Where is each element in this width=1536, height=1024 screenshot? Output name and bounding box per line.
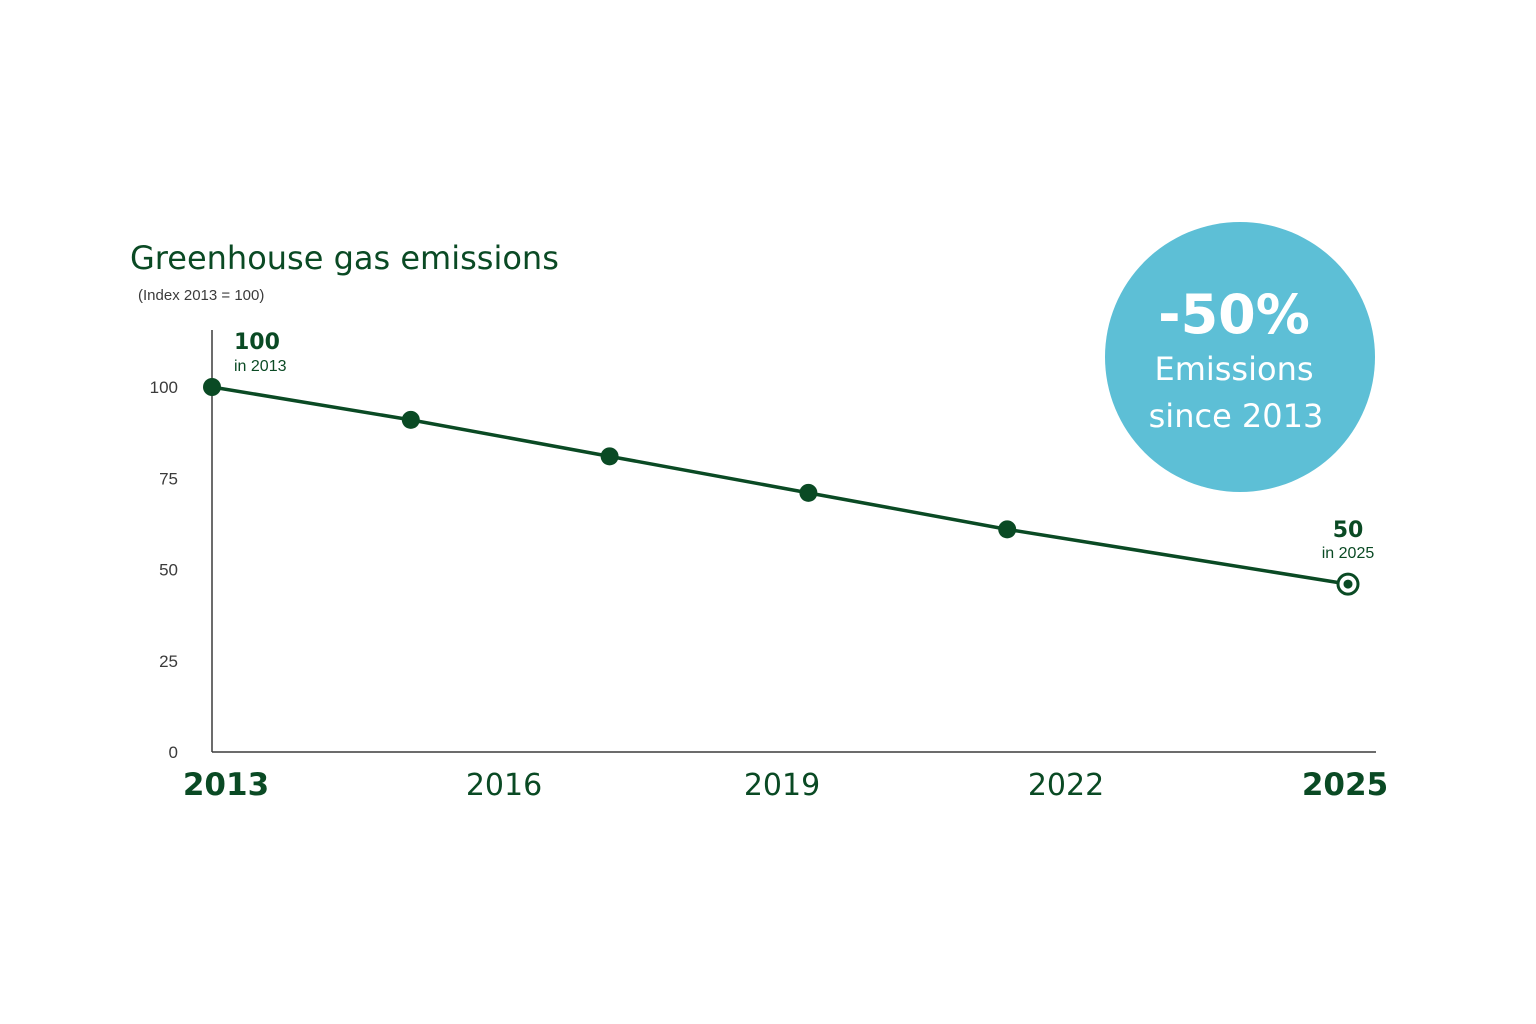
x-tick-label: 2022: [1028, 768, 1104, 803]
start-note-label: in 2013: [234, 358, 287, 375]
data-point: [998, 520, 1017, 539]
data-point: [799, 483, 818, 502]
data-point: [401, 410, 420, 429]
chart-subtitle: (Index 2013 = 100): [138, 287, 264, 304]
badge-line-emissions: Emissions: [1154, 350, 1313, 388]
badge-headline: -50%: [1158, 283, 1310, 346]
x-axis-ticks: 2013 2016 2019 2022 2025: [183, 767, 1388, 803]
series-line: [210, 385, 1350, 586]
x-tick-label: 2013: [183, 767, 269, 803]
reduction-badge: -50% Emissions since 2013: [1105, 222, 1375, 492]
y-tick-label: 100: [150, 378, 178, 397]
y-axis-ticks: 0 25 50 75 100: [150, 378, 178, 762]
badge-line-since: since 2013: [1149, 397, 1324, 435]
data-point: [1343, 579, 1353, 589]
end-value-label: 50: [1333, 518, 1364, 543]
x-tick-label: 2025: [1302, 767, 1388, 803]
series-points: [203, 378, 1360, 596]
y-tick-label: 25: [159, 652, 178, 671]
end-note-label: in 2025: [1322, 545, 1375, 562]
badge-circle: [1105, 222, 1375, 492]
end-annotation: 50 in 2025: [1322, 518, 1375, 562]
x-tick-label: 2016: [466, 768, 542, 803]
y-tick-label: 50: [159, 561, 178, 580]
start-annotation: 100 in 2013: [234, 330, 287, 375]
y-tick-label: 0: [169, 743, 178, 762]
start-value-label: 100: [234, 330, 280, 355]
series-line-group: [210, 385, 1350, 586]
data-point: [600, 447, 619, 466]
chart-axes: [211, 330, 1376, 753]
data-point: [203, 378, 221, 396]
x-tick-label: 2019: [744, 768, 820, 803]
y-tick-label: 75: [159, 469, 178, 488]
chart-title: Greenhouse gas emissions: [130, 239, 559, 277]
